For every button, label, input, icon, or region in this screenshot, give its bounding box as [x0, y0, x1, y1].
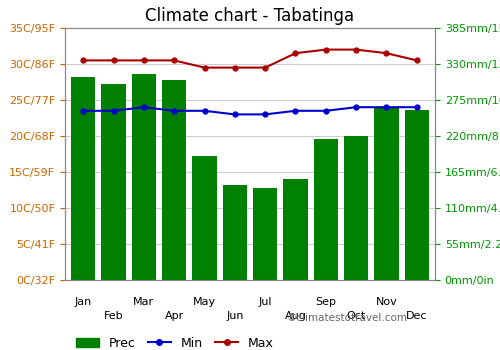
- Bar: [374, 106, 398, 280]
- Text: ©climatestotravel.com: ©climatestotravel.com: [287, 313, 408, 323]
- Text: Nov: Nov: [376, 297, 398, 307]
- Bar: [192, 156, 216, 280]
- Bar: [404, 110, 429, 280]
- Text: Sep: Sep: [316, 297, 336, 307]
- Text: Apr: Apr: [164, 310, 184, 321]
- Text: May: May: [193, 297, 216, 307]
- Bar: [314, 139, 338, 280]
- Bar: [222, 185, 247, 280]
- Bar: [284, 178, 308, 280]
- Title: Climate chart - Tabatinga: Climate chart - Tabatinga: [146, 7, 354, 25]
- Text: Jun: Jun: [226, 310, 244, 321]
- Bar: [162, 80, 186, 280]
- Bar: [344, 136, 368, 280]
- Text: Feb: Feb: [104, 310, 124, 321]
- Bar: [102, 84, 126, 280]
- Text: Aug: Aug: [284, 310, 306, 321]
- Bar: [132, 74, 156, 280]
- Legend: Prec, Min, Max: Prec, Min, Max: [72, 331, 278, 350]
- Bar: [71, 77, 96, 280]
- Text: Jan: Jan: [74, 297, 92, 307]
- Bar: [253, 188, 278, 280]
- Text: Oct: Oct: [346, 310, 366, 321]
- Text: Jul: Jul: [258, 297, 272, 307]
- Text: Mar: Mar: [134, 297, 154, 307]
- Text: Dec: Dec: [406, 310, 427, 321]
